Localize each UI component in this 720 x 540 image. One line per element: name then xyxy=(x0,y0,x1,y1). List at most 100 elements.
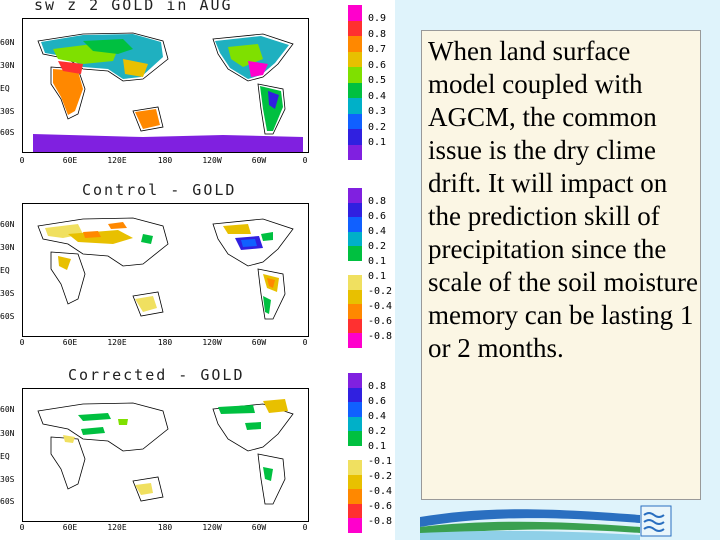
colorbar-label: 0.1 xyxy=(368,256,387,267)
map-corrected-gold xyxy=(22,388,309,522)
colorbar xyxy=(348,5,362,160)
colorbar-swatch xyxy=(348,144,362,160)
lon-label: 120W xyxy=(202,156,222,165)
lat-label: 30N xyxy=(0,61,15,70)
lon-label: 60W xyxy=(251,156,267,165)
colorbar-swatch xyxy=(348,333,362,348)
lon-label: 180 xyxy=(157,523,173,532)
lat-label: 60N xyxy=(0,220,15,229)
colorbar-label: 0.8 xyxy=(368,28,387,40)
lon-label: 180 xyxy=(157,338,173,347)
colorbar-swatch xyxy=(348,431,362,446)
colorbar-label: -0.1 xyxy=(368,456,393,467)
colorbar-swatch xyxy=(348,304,362,319)
lon-label: 0 xyxy=(302,523,308,532)
colorbar-label: 0.7 xyxy=(368,44,387,55)
colorbar-swatch xyxy=(348,373,362,388)
lon-label: 120W xyxy=(202,338,222,347)
lat-label: 30S xyxy=(0,475,15,484)
lat-label: 30N xyxy=(0,429,15,438)
colorbar-label: 0.1 xyxy=(368,271,387,282)
colorbar-label: -0.8 xyxy=(368,331,393,342)
colorbar-label: 0.4 xyxy=(368,226,387,237)
map-sw-gold xyxy=(22,18,309,153)
lat-label: 30N xyxy=(0,243,15,252)
colorbar-label: -0.4 xyxy=(368,301,393,312)
colorbar-swatch xyxy=(348,503,362,518)
map-control-gold xyxy=(22,203,309,337)
colorbar-label: 0.2 xyxy=(368,241,387,252)
colorbar-label: 0.2 xyxy=(368,426,387,437)
colorbar-label: 0.9 xyxy=(368,13,387,24)
colorbar-swatch xyxy=(348,275,362,290)
colorbar-swatch xyxy=(348,20,362,36)
lat-label: EQ xyxy=(0,84,10,93)
colorbar-label: 0.6 xyxy=(368,211,387,222)
colorbar-swatch xyxy=(348,217,362,232)
colorbar-label: -0.2 xyxy=(368,286,393,297)
lat-label: 30S xyxy=(0,289,15,298)
lat-label: 60N xyxy=(0,38,15,47)
colorbar-label: -0.6 xyxy=(368,501,393,512)
colorbar xyxy=(348,188,362,348)
lat-label: 60S xyxy=(0,128,15,137)
lon-label: 0 xyxy=(19,156,25,165)
lon-label: 120W xyxy=(202,523,222,532)
colorbar-swatch xyxy=(348,36,362,52)
lat-label: 30S xyxy=(0,107,15,116)
panel-title: sw z 2 GOLD in AUG xyxy=(34,0,233,14)
lat-label: 60S xyxy=(0,312,15,321)
colorbar-swatch xyxy=(348,188,362,203)
panel-title: Control - GOLD xyxy=(82,181,237,199)
colorbar-swatch xyxy=(348,5,362,21)
lon-label: 0 xyxy=(302,156,308,165)
note-text: When land surface model coupled with AGC… xyxy=(428,36,698,363)
colorbar-swatch xyxy=(348,318,362,333)
colorbar-swatch xyxy=(348,51,362,67)
colorbar-label: 0.1 xyxy=(368,441,387,452)
colorbar-label: 0.1 xyxy=(368,137,387,148)
colorbar-label: 0.4 xyxy=(368,411,387,422)
colorbar-swatch xyxy=(348,445,362,460)
logo-icon xyxy=(640,505,672,537)
colorbar-swatch xyxy=(348,460,362,475)
colorbar-swatch xyxy=(348,387,362,402)
colorbar-label: 0.6 xyxy=(368,396,387,407)
colorbar-label: 0.5 xyxy=(368,75,387,86)
lon-label: 120E xyxy=(107,156,127,165)
colorbar-swatch xyxy=(348,518,362,533)
lat-label: 60N xyxy=(0,405,15,414)
colorbar-swatch xyxy=(348,113,362,129)
lon-label: 120E xyxy=(107,338,127,347)
colorbar-swatch xyxy=(348,260,362,275)
colorbar xyxy=(348,373,362,533)
panel-title: Corrected - GOLD xyxy=(68,366,245,384)
lon-label: 60E xyxy=(62,523,78,532)
colorbar-swatch xyxy=(348,82,362,98)
lon-label: 0 xyxy=(19,338,25,347)
colorbar-swatch xyxy=(348,416,362,431)
lat-label: EQ xyxy=(0,452,10,461)
colorbar-swatch xyxy=(348,402,362,417)
colorbar-label: -0.8 xyxy=(368,516,393,527)
colorbar-label: 0.6 xyxy=(368,59,387,71)
colorbar-label: -0.2 xyxy=(368,471,393,482)
colorbar-label: 0.2 xyxy=(368,121,387,133)
lon-label: 0 xyxy=(302,338,308,347)
lon-label: 60W xyxy=(251,523,267,532)
colorbar-label: -0.4 xyxy=(368,486,393,497)
colorbar-swatch xyxy=(348,67,362,83)
colorbar-swatch xyxy=(348,489,362,504)
colorbar-swatch xyxy=(348,231,362,246)
lon-label: 60E xyxy=(62,156,78,165)
colorbar-label: 0.3 xyxy=(368,106,387,117)
lon-label: 120E xyxy=(107,523,127,532)
colorbar-swatch xyxy=(348,98,362,114)
colorbar-swatch xyxy=(348,129,362,145)
lat-label: 60S xyxy=(0,497,15,506)
lat-label: EQ xyxy=(0,266,10,275)
lon-label: 60W xyxy=(251,338,267,347)
lon-label: 60E xyxy=(62,338,78,347)
note-box: When land surface model coupled with AGC… xyxy=(421,30,701,500)
colorbar-label: 0.8 xyxy=(368,196,387,207)
